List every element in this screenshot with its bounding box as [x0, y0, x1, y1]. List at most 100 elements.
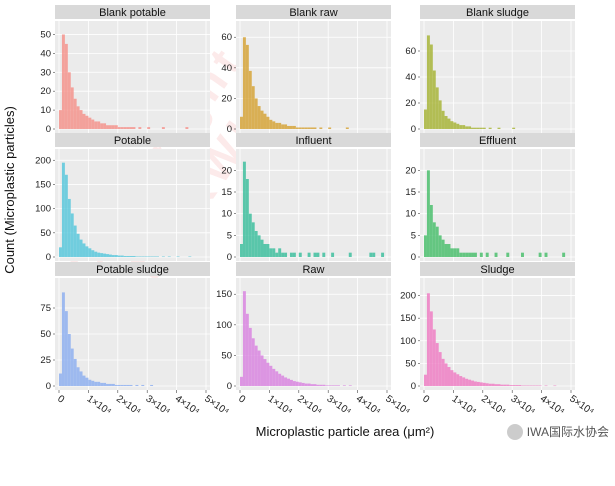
histogram-bar	[100, 253, 104, 257]
histogram-bar	[497, 384, 501, 386]
histogram-bar	[473, 127, 477, 129]
histogram-bar	[438, 235, 442, 257]
histogram-bar	[103, 382, 107, 386]
y-tick-label: 150	[35, 179, 51, 190]
x-tick-label: 2×10⁴	[479, 393, 507, 417]
histogram-bar	[526, 385, 530, 387]
histogram-bar	[310, 127, 314, 129]
y-tick-label: 0	[46, 252, 51, 263]
histogram-bar	[59, 247, 62, 257]
y-tick-label: 0	[411, 252, 416, 263]
histogram-bar	[331, 385, 335, 386]
histogram-bar	[76, 106, 80, 129]
histogram-bar	[85, 246, 89, 257]
x-tick-label: 0	[55, 393, 66, 405]
histogram-bar	[348, 385, 352, 386]
histogram-bar	[331, 252, 335, 257]
histogram-bar	[176, 256, 180, 258]
histogram-bar	[117, 127, 121, 129]
histogram-bar	[342, 385, 346, 386]
histogram-bar	[260, 239, 264, 257]
histogram-bar	[316, 252, 320, 257]
histogram-bar	[108, 254, 112, 257]
panel-background	[420, 149, 575, 261]
histogram-bar	[64, 174, 68, 257]
histogram-bar	[59, 373, 62, 386]
histogram-bar	[479, 252, 483, 257]
histogram-bar	[138, 127, 142, 129]
histogram-bar	[141, 256, 145, 258]
histogram-bar	[251, 86, 255, 129]
histogram-bar	[70, 348, 74, 386]
facet-strip	[420, 262, 575, 276]
histogram-bar	[100, 382, 104, 386]
facet-title: Potable sludge	[96, 264, 169, 276]
histogram-bar	[424, 235, 427, 257]
histogram-bar	[126, 127, 130, 129]
histogram-bar	[248, 327, 252, 386]
histogram-bar	[450, 121, 454, 129]
histogram-bar	[281, 375, 285, 386]
histogram-bar	[438, 352, 442, 386]
histogram-bar	[266, 116, 270, 129]
histogram-bar	[103, 253, 107, 257]
histogram-bar	[147, 256, 151, 258]
histogram-bar	[278, 248, 282, 257]
histogram-bar	[132, 127, 136, 129]
y-tick-label: 150	[400, 313, 416, 324]
histogram-bar	[284, 377, 288, 386]
histogram-bar	[447, 244, 451, 257]
y-tick-label: 10	[221, 209, 232, 220]
histogram-bar	[473, 381, 477, 386]
histogram-bar	[307, 383, 311, 386]
histogram-bar	[435, 226, 439, 257]
facet-title: Effluent	[479, 135, 516, 147]
histogram-bar	[322, 384, 326, 386]
histogram-bar	[97, 252, 101, 257]
histogram-bar	[468, 379, 472, 386]
y-tick-label: 100	[216, 320, 232, 331]
y-tick-label: 40	[405, 72, 416, 83]
facet-strip	[55, 262, 210, 276]
histogram-bar	[485, 383, 489, 386]
histogram-bar	[289, 379, 293, 386]
histogram-bar	[76, 233, 80, 257]
histogram-bar	[506, 252, 510, 257]
y-tick-label: 0	[46, 124, 51, 135]
histogram-bar	[453, 122, 457, 129]
facet-strip	[236, 133, 391, 147]
histogram-bar	[307, 252, 311, 257]
histogram-bar	[126, 256, 130, 257]
histogram-bar	[334, 385, 338, 386]
histogram-bar	[488, 127, 492, 129]
histogram-bar	[269, 119, 273, 129]
histogram-bar	[532, 385, 536, 387]
y-tick-label: 20	[221, 93, 232, 104]
watermark-text: IWA国际水协会	[526, 425, 609, 439]
histogram-bar	[307, 127, 311, 129]
histogram-bar	[275, 371, 279, 386]
histogram-bar	[447, 118, 451, 129]
histogram-bar	[59, 110, 62, 129]
facet-strip	[236, 5, 391, 19]
histogram-bar	[269, 248, 273, 257]
x-tick-label: 0	[420, 393, 431, 405]
y-tick-label: 5	[411, 230, 416, 241]
histogram-bar	[465, 252, 469, 257]
histogram-bar	[82, 243, 86, 257]
x-tick-label: 1×10⁴	[266, 393, 294, 417]
histogram-bar	[444, 244, 448, 257]
y-tick-label: 50	[40, 329, 51, 340]
histogram-bar	[88, 248, 92, 257]
y-tick-label: 10	[405, 209, 416, 220]
histogram-bar	[161, 127, 165, 129]
histogram-bar	[426, 35, 430, 129]
histogram-bar	[240, 376, 243, 386]
histogram-bar	[456, 248, 460, 257]
histogram-bar	[479, 127, 483, 129]
x-tick-label: 4×10⁴	[354, 393, 382, 417]
histogram-bar	[447, 367, 451, 386]
histogram-bar	[117, 255, 121, 257]
histogram-bar	[126, 384, 130, 386]
